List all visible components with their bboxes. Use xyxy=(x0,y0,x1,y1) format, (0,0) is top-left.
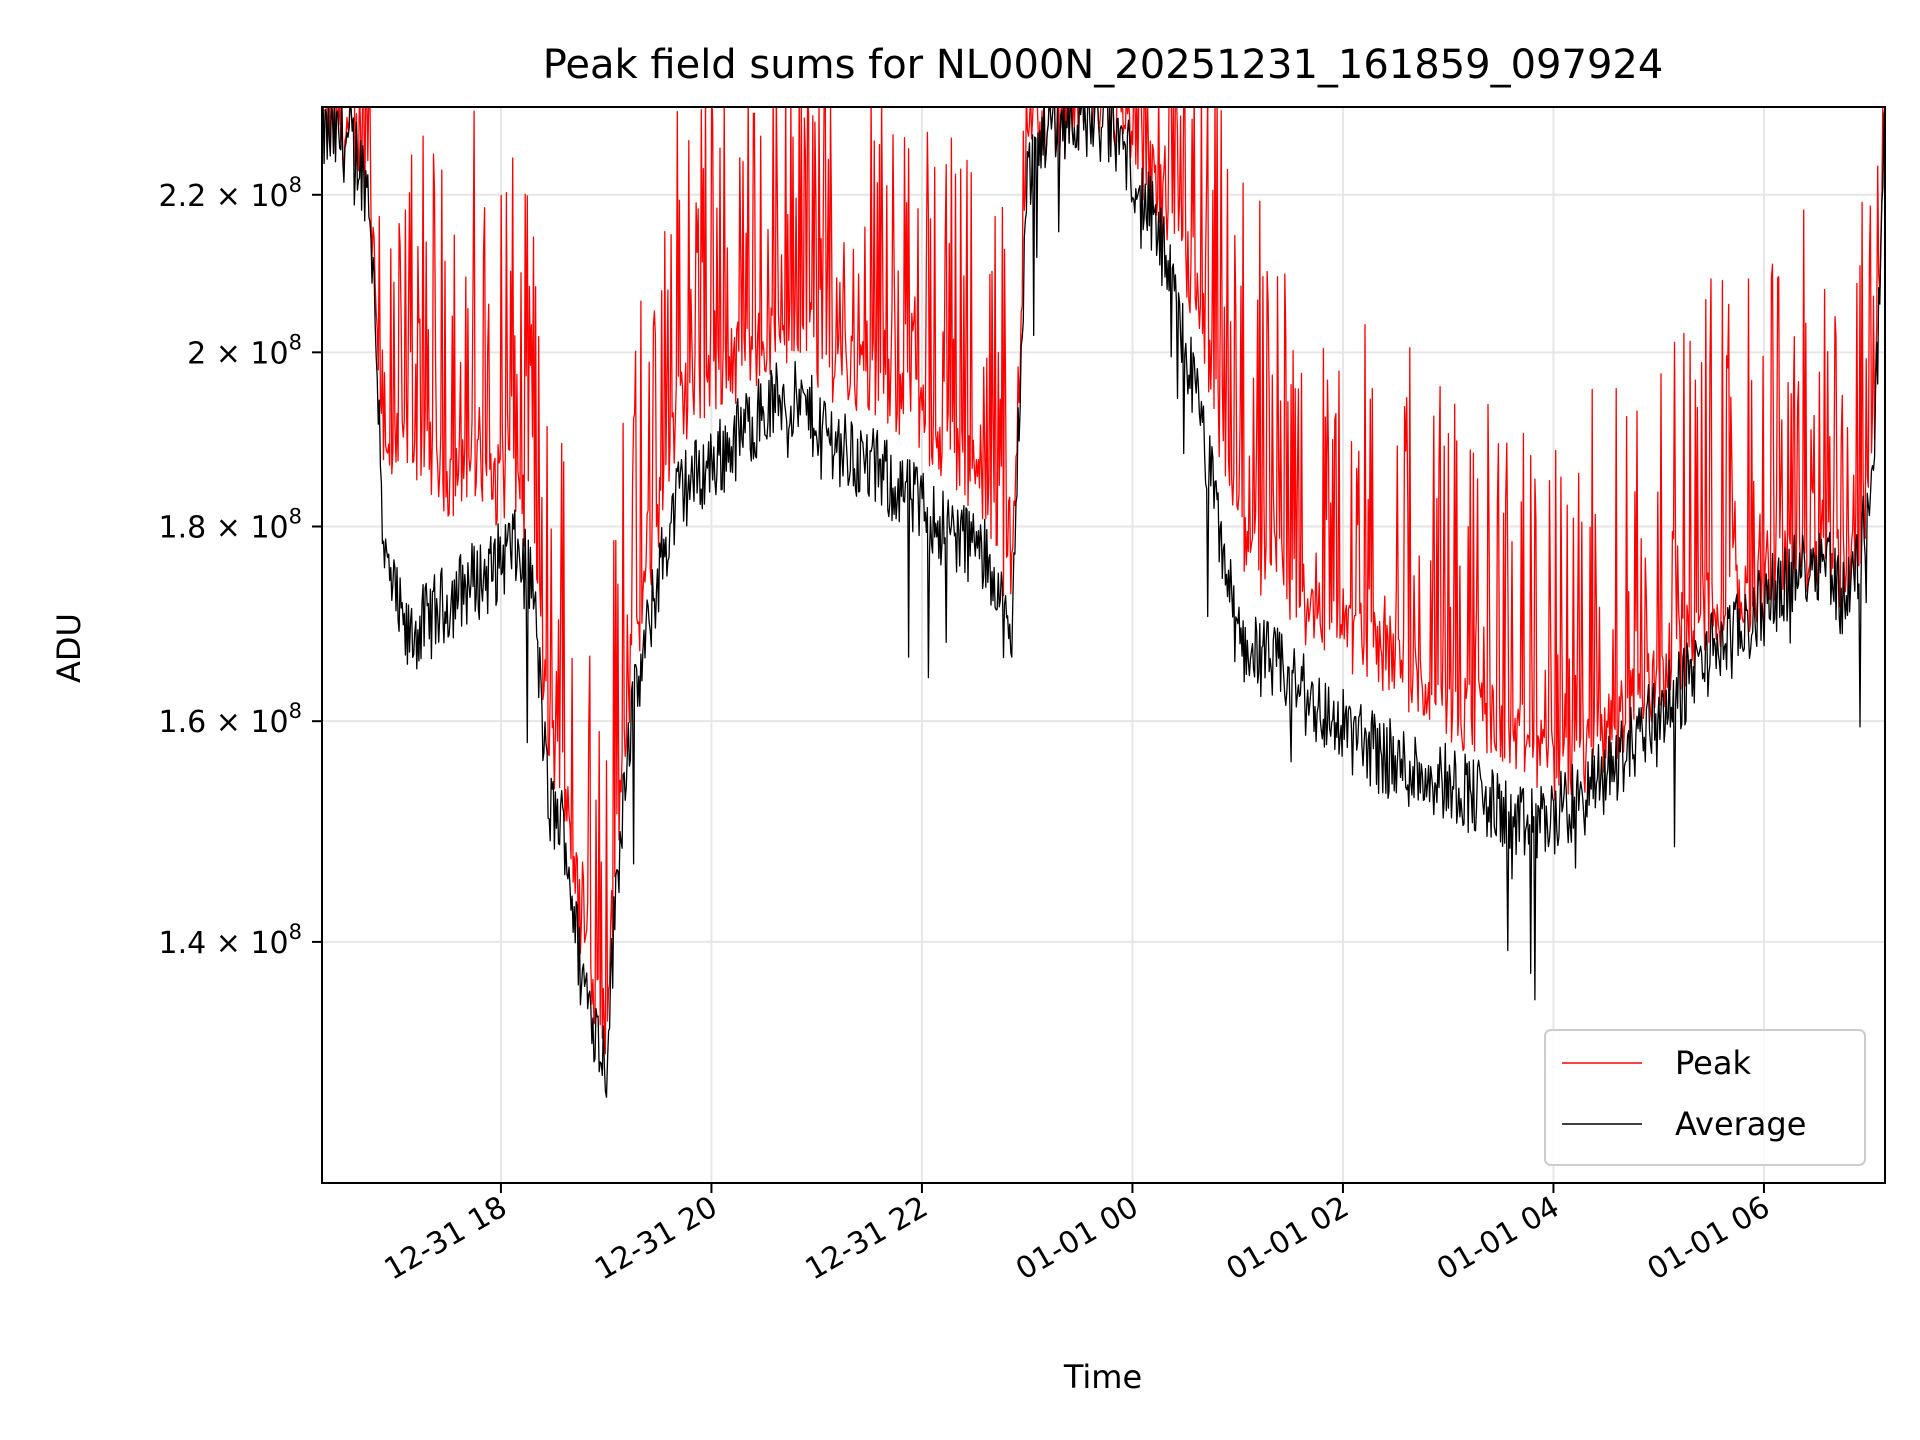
y-tick-label: 1.6 × 108 xyxy=(159,699,302,740)
x-axis: 12-31 18 12-31 20 12-31 22 01-01 00 01-01 02… xyxy=(379,1183,1776,1287)
series-line-peak xyxy=(322,107,1885,1055)
x-tick-label: 01-01 06 xyxy=(1642,1190,1776,1288)
chart-title: Peak field sums for NL000N_20251231_1618… xyxy=(543,42,1664,88)
x-axis-title: Time xyxy=(1063,1358,1142,1396)
legend-label-peak: Peak xyxy=(1675,1044,1751,1082)
x-tick-label: 12-31 18 xyxy=(379,1190,513,1288)
y-tick-label: 2.2 × 108 xyxy=(159,173,302,214)
y-tick-label: 2 × 108 xyxy=(187,330,302,371)
legend: Peak Average xyxy=(1544,1029,1866,1166)
plot-area xyxy=(322,107,1885,1183)
y-tick-label: 1.4 × 108 xyxy=(159,920,302,961)
x-tick-label: 12-31 20 xyxy=(589,1190,723,1288)
y-axis: 1.4 × 108 1.6 × 108 1.8 × 108 2 × 108 2.2 × … xyxy=(159,173,322,961)
y-tick-label: 1.8 × 108 xyxy=(159,504,302,545)
x-tick-label: 01-01 02 xyxy=(1221,1190,1355,1288)
x-tick-label: 12-31 22 xyxy=(800,1190,934,1288)
y-axis-title: ADU xyxy=(50,613,88,683)
series-line-average xyxy=(322,107,1885,1098)
series-layer xyxy=(322,107,1885,1098)
x-tick-label: 01-01 04 xyxy=(1431,1190,1565,1288)
x-tick-label: 01-01 00 xyxy=(1010,1190,1144,1288)
legend-label-average: Average xyxy=(1675,1105,1806,1143)
plot-frame xyxy=(321,106,1886,1184)
